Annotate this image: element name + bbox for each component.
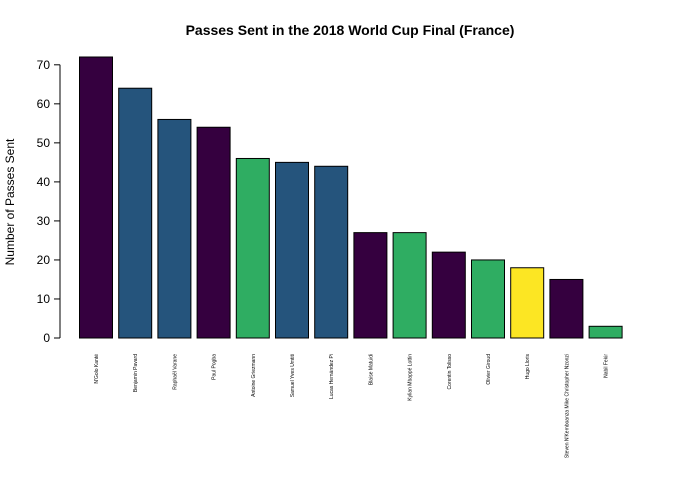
x-tick-label-12: Steven N'Kemboanza Mike Christopher Nzon… [564, 354, 570, 458]
bar-3 [196, 126, 231, 339]
x-tick-label-4: Antoine Griezmann [251, 354, 257, 397]
bar-1 [118, 87, 153, 339]
chart-title: Passes Sent in the 2018 World Cup Final … [186, 22, 515, 38]
y-tick-label-6: 60 [37, 97, 51, 111]
y-axis-label: Number of Passes Sent [3, 138, 17, 265]
x-tick-label-13: Nabil Fekir [604, 354, 610, 378]
bar-12 [549, 278, 584, 339]
x-tick-label-7: Blaise Matuidi [368, 354, 374, 385]
x-tick-label-9: Corentin Tolisso [447, 354, 453, 390]
bar-2 [157, 118, 192, 339]
x-tick-label-5: Samuel Yves Umtiti [290, 354, 296, 397]
y-axis: 0 10 20 30 40 50 60 70 [37, 58, 61, 345]
bar-13 [588, 325, 623, 339]
x-axis-tick-labels: N'Golo Kanté Benjamin Pavard Raphaël Varan… [94, 354, 610, 459]
bar-6 [314, 165, 349, 339]
x-tick-label-6: Lucas Hernández Pi [329, 354, 335, 399]
bar-4 [235, 157, 270, 339]
bar-8 [392, 232, 427, 339]
x-tick-label-8: Kylian Mbappé Lottin [408, 354, 414, 401]
x-tick-label-0: N'Golo Kanté [94, 354, 100, 384]
x-tick-label-11: Hugo Lloris [525, 354, 531, 380]
x-tick-label-2: Raphaël Varane [172, 354, 178, 390]
y-tick-label-4: 40 [37, 175, 51, 189]
x-tick-label-3: Paul Pogba [212, 354, 218, 380]
bar-7 [353, 232, 388, 339]
y-tick-label-0: 0 [43, 331, 50, 345]
bar-9 [431, 251, 466, 339]
y-tick-label-5: 50 [37, 136, 51, 150]
x-tick-label-1: Benjamin Pavard [133, 354, 139, 392]
bars-group [79, 56, 623, 339]
y-tick-label-1: 10 [37, 292, 51, 306]
y-tick-label-7: 70 [37, 58, 51, 72]
bar-11 [510, 267, 545, 339]
y-tick-label-2: 20 [37, 253, 51, 267]
bar-10 [471, 259, 505, 339]
bar-0 [79, 56, 113, 339]
bar-5 [275, 161, 309, 339]
x-tick-label-10: Olivier Giroud [486, 354, 492, 385]
y-tick-label-3: 30 [37, 214, 51, 228]
